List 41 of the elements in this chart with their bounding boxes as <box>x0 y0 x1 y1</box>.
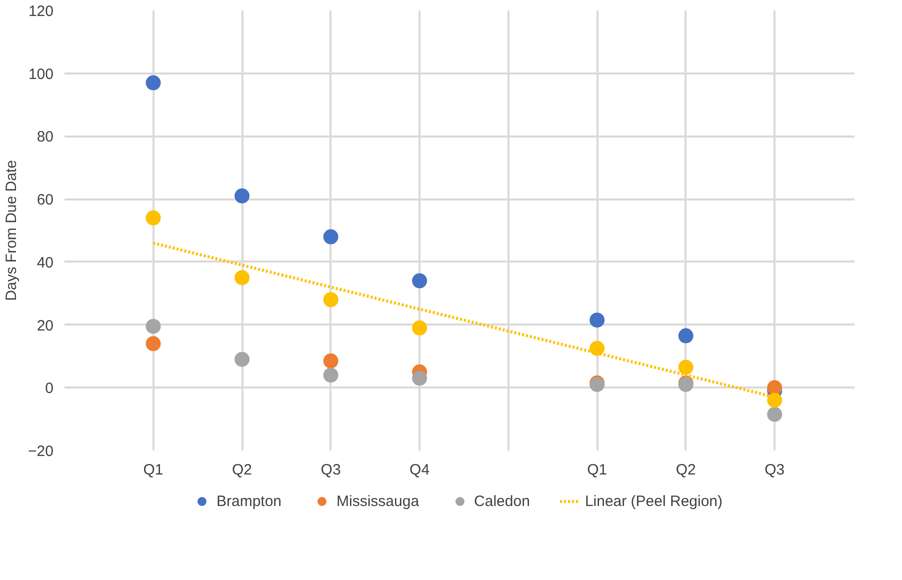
y-tick-label: 60 <box>36 192 54 209</box>
x-tick-label: Q3 <box>320 462 341 478</box>
x-tick-label: Q4 <box>410 462 430 478</box>
point <box>767 392 782 408</box>
point <box>412 320 428 336</box>
y-axis-title: Days From Due Date <box>3 160 20 301</box>
y-tick-label: 100 <box>28 66 54 83</box>
point <box>678 360 694 375</box>
point <box>323 368 338 383</box>
point <box>146 318 161 334</box>
point <box>146 336 161 352</box>
point <box>323 292 338 308</box>
x-tick-label: Q1 <box>587 462 608 478</box>
point <box>234 270 250 286</box>
legend-label: Brampton <box>216 492 282 510</box>
point <box>678 328 694 344</box>
y-tick-label: 40 <box>36 254 54 272</box>
point <box>590 340 605 356</box>
point <box>767 406 782 422</box>
point <box>234 352 250 367</box>
point <box>412 273 428 288</box>
y-tick-label: 120 <box>28 3 54 20</box>
point <box>590 312 605 328</box>
point <box>767 380 782 396</box>
point <box>234 188 250 204</box>
legend-label: Linear (Peel Region) <box>584 492 723 510</box>
point <box>146 75 161 90</box>
x-tick-label: Q1 <box>143 462 164 478</box>
y-tick-label: 0 <box>45 380 54 398</box>
x-tick-label: Q3 <box>764 462 785 478</box>
y-tick-label: 20 <box>36 317 54 334</box>
x-tick-label: Q2 <box>232 462 252 478</box>
x-tick-label: Q2 <box>676 462 696 478</box>
point <box>146 210 161 226</box>
legend-label: Caledon <box>474 492 530 510</box>
y-tick-label: 80 <box>36 128 54 146</box>
point <box>323 229 338 244</box>
point <box>323 353 338 368</box>
legend-label: Mississauga <box>336 492 420 510</box>
y-tick-label: −20 <box>28 443 54 460</box>
point <box>412 370 428 386</box>
